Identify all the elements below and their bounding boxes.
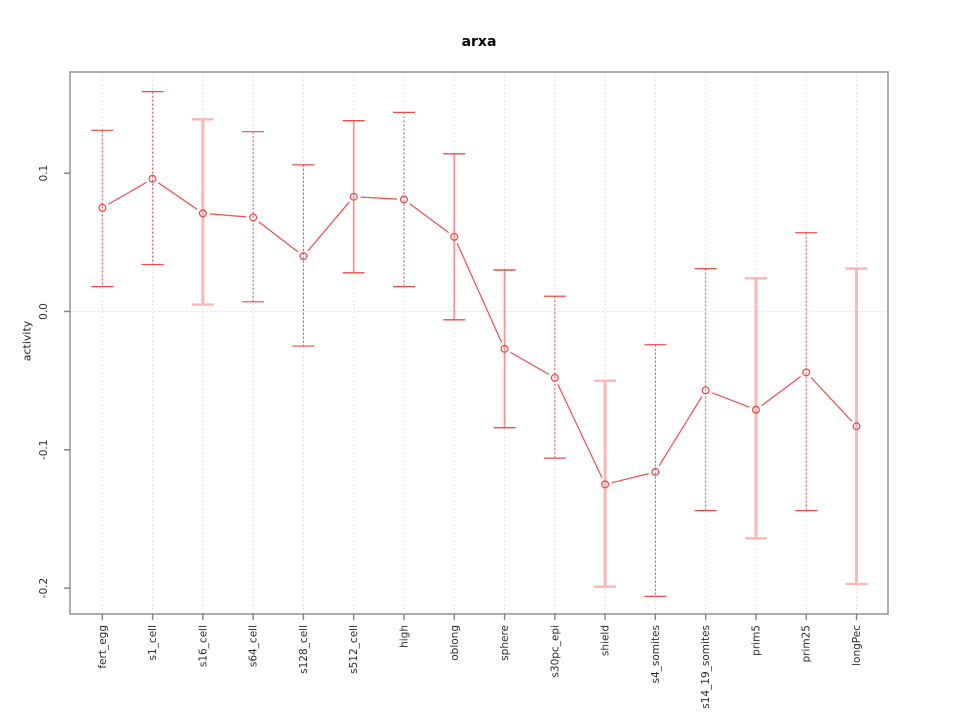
x-tick-label: prim5 <box>750 625 762 656</box>
y-tick-label: 0.1 <box>38 165 50 182</box>
series-segment <box>409 203 449 234</box>
x-tick-label: s4_somites <box>650 625 662 684</box>
y-tick-label: -0.1 <box>38 440 50 461</box>
data-point <box>349 192 358 201</box>
series-segment <box>360 196 398 200</box>
x-tick-label: s14_19_somites <box>700 625 712 709</box>
series-segment <box>711 392 750 408</box>
data-point <box>249 213 258 222</box>
chart-title: arxa <box>461 34 497 50</box>
series-segment <box>258 221 299 253</box>
series-segment <box>307 201 350 252</box>
data-point <box>651 467 660 476</box>
data-point <box>450 232 459 241</box>
data-point <box>852 422 861 431</box>
data-point <box>399 195 408 204</box>
series-segment <box>761 376 801 407</box>
x-tick-label: longPec <box>851 625 863 666</box>
series-segment <box>456 242 503 343</box>
series-segment <box>158 182 198 210</box>
data-point <box>299 252 308 261</box>
x-tick-label: sphere <box>499 625 511 661</box>
series-segment <box>510 351 550 375</box>
x-tick-label: s30pc_epi <box>549 625 561 678</box>
data-point <box>198 209 207 218</box>
x-tick-label: s512_cell <box>348 625 360 674</box>
data-point <box>751 405 760 414</box>
x-tick-label: fert_egg <box>97 625 109 669</box>
x-tick-label: s1_cell <box>147 625 159 660</box>
data-point <box>701 386 710 395</box>
series-segment <box>611 473 649 484</box>
x-tick-label: s16_cell <box>197 625 209 667</box>
data-point <box>802 368 811 377</box>
series-segment <box>557 383 603 479</box>
data-point <box>550 373 559 382</box>
series-segment <box>209 213 247 218</box>
x-tick-label: high <box>398 625 410 648</box>
plot-box <box>69 71 889 615</box>
series-segment <box>810 377 853 422</box>
data-point <box>500 344 509 353</box>
data-point <box>98 203 107 212</box>
data-point <box>601 480 610 489</box>
x-tick-label: oblong <box>449 625 461 661</box>
data-point <box>148 174 157 183</box>
x-tick-label: prim25 <box>801 625 813 663</box>
y-tick-label: 0.0 <box>38 303 50 320</box>
x-tick-label: s64_cell <box>248 625 260 667</box>
y-tick-label: -0.2 <box>38 578 50 599</box>
series-segment <box>108 181 147 205</box>
x-tick-label: shield <box>600 625 612 656</box>
series-segment <box>658 395 703 467</box>
x-tick-label: s128_cell <box>298 625 310 674</box>
